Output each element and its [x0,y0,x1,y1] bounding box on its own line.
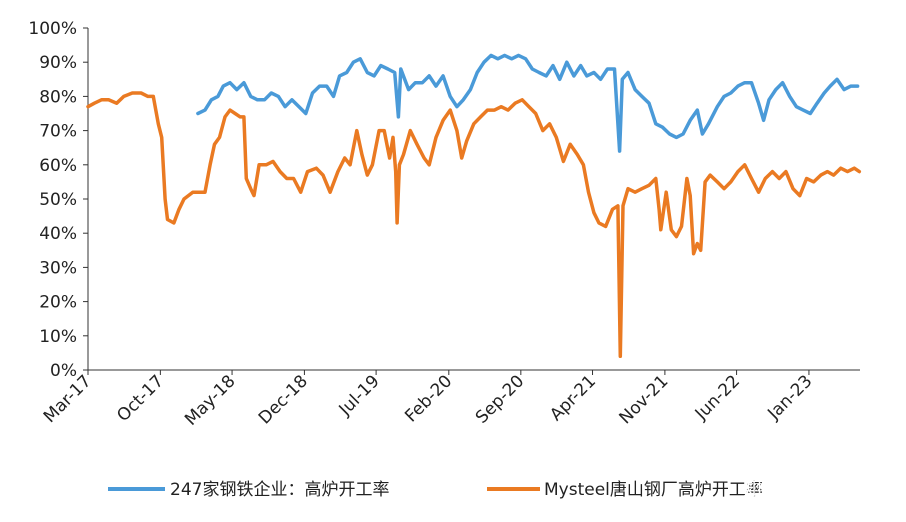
x-tick-label: Dec-18 [255,371,312,428]
x-tick-label: Jun-22 [691,371,744,424]
x-axis-ticks: Mar-17 Oct-17 May-18 Dec-18 Jul-19 Feb-20 Sep-… [40,370,816,430]
y-tick-label: 20% [39,293,77,313]
legend: 247家钢铁企业：高炉开工率 Mysteel唐山钢厂高炉开工率 [108,479,763,500]
x-tick-label: Jan-23 [763,371,816,424]
y-tick-label: 40% [39,224,77,244]
x-tick-label: Jul-19 [335,371,384,420]
x-tick-label: Oct-17 [113,371,168,426]
legend-item-blue: 247家钢铁企业：高炉开工率 [108,480,389,500]
y-tick-label: 30% [39,258,77,278]
x-tick-label: May-18 [181,371,239,429]
y-tick-label: 100% [28,19,77,39]
y-axis-ticks: 0% 10% 20% 30% 40% 50% 60% 70% 80% 90% 100% [28,19,88,381]
y-tick-label: 10% [39,327,77,347]
y-tick-label: 0% [50,361,77,381]
series-layer [86,53,862,359]
y-tick-label: 60% [39,156,77,176]
y-tick-label: 90% [39,53,77,73]
x-tick-label: Nov-21 [616,371,673,428]
y-tick-label: 70% [39,122,77,142]
legend-label-blue: 247家钢铁企业：高炉开工率 [170,480,389,500]
y-tick-label: 80% [39,87,77,107]
x-tick-label: Feb-20 [401,371,456,426]
legend-label-orange: Mysteel唐山钢厂高炉开工率 [544,479,763,500]
legend-item-orange: Mysteel唐山钢厂高炉开工率 [487,479,763,500]
x-tick-label: Apr-21 [546,371,600,425]
watermark: 知乎 @期货老杨 [743,478,882,500]
series-line-blue [196,53,860,153]
x-tick-label: Sep-20 [472,371,528,427]
y-tick-label: 50% [39,190,77,210]
series-line-orange [86,91,862,359]
